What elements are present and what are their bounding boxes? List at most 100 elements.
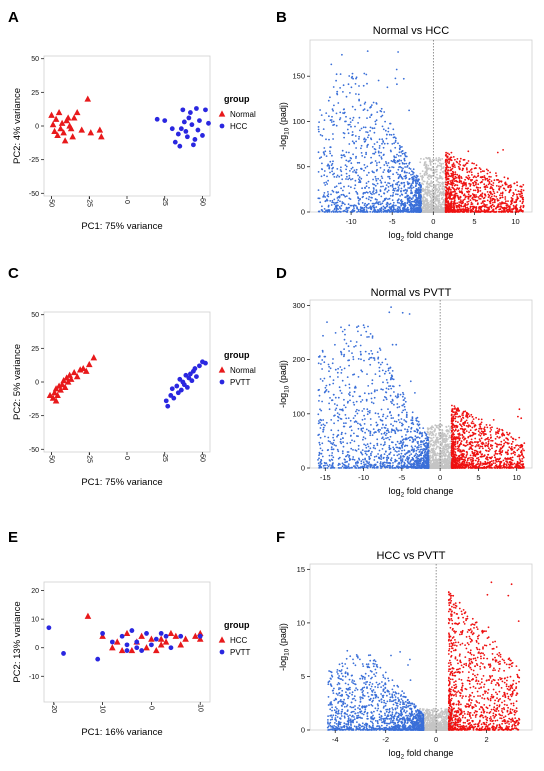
gene-point: [327, 363, 330, 366]
gene-point: [325, 138, 327, 141]
gene-point: [441, 181, 444, 184]
gene-point: [419, 172, 422, 175]
gene-point: [332, 456, 335, 459]
gene-point: [490, 206, 493, 209]
gene-point: [321, 455, 324, 458]
gene-point: [347, 463, 350, 465]
gene-point: [345, 172, 348, 175]
gene-point: [382, 141, 385, 143]
gene-point: [492, 208, 495, 211]
gene-point: [332, 120, 335, 123]
gene-point: [338, 210, 340, 213]
gene-point: [442, 162, 444, 165]
gene-point: [431, 169, 433, 172]
gene-point: [364, 437, 367, 440]
gene-point: [493, 179, 496, 182]
gene-point: [337, 367, 339, 370]
gene-point: [394, 77, 397, 80]
gene-point: [444, 448, 447, 451]
gene-point: [485, 168, 488, 171]
gene-point: [447, 166, 450, 169]
gene-point: [342, 189, 344, 192]
gene-point: [416, 175, 419, 178]
gene-point: [468, 170, 471, 173]
gene-point: [404, 192, 407, 195]
gene-point: [515, 201, 517, 203]
gene-point: [480, 206, 483, 209]
gene-point: [345, 178, 347, 180]
data-point-pvtt: [165, 403, 171, 409]
gene-point: [467, 190, 470, 193]
gene-point: [432, 441, 435, 443]
gene-point: [354, 125, 356, 128]
gene-point: [504, 198, 507, 200]
gene-point: [487, 179, 489, 182]
gene-point: [460, 202, 463, 205]
gene-point: [426, 200, 428, 203]
gene-point: [377, 203, 380, 206]
gene-point: [448, 455, 451, 458]
gene-point: [401, 395, 404, 398]
gene-point: [344, 155, 346, 158]
gene-point: [363, 206, 366, 209]
gene-point: [397, 155, 400, 157]
gene-point: [431, 459, 434, 462]
gene-point: [347, 83, 350, 86]
gene-point: [389, 149, 392, 152]
gene-point: [446, 438, 449, 440]
gene-point: [402, 203, 404, 205]
gene-point: [397, 393, 399, 396]
gene-point: [434, 209, 436, 211]
gene-point: [444, 464, 446, 466]
gene-point: [390, 206, 392, 209]
gene-point: [452, 209, 454, 211]
gene-point: [365, 191, 368, 194]
data-point-pvtt: [203, 360, 208, 366]
gene-point: [340, 187, 342, 190]
gene-point: [445, 467, 448, 469]
gene-point: [319, 443, 321, 446]
gene-point: [462, 167, 465, 170]
gene-point: [323, 361, 326, 364]
gene-point: [496, 198, 499, 200]
gene-point: [335, 444, 337, 447]
gene-point: [360, 127, 363, 130]
gene-point: [336, 168, 339, 170]
x-axis-label: PC1: 75% variance: [81, 221, 162, 232]
gene-point: [426, 192, 429, 195]
gene-point: [410, 187, 413, 190]
data-point-normal: [84, 95, 92, 102]
gene-point: [511, 211, 514, 213]
gene-point: [384, 187, 387, 190]
gene-point: [373, 396, 376, 399]
gene-point: [331, 154, 333, 157]
gene-point: [405, 155, 408, 158]
gene-point: [514, 189, 517, 191]
gene-point: [429, 190, 432, 193]
gene-point: [364, 166, 367, 169]
gene-point: [400, 159, 403, 162]
gene-point: [425, 167, 428, 170]
gene-point: [382, 171, 385, 174]
gene-point: [434, 188, 436, 191]
gene-point: [440, 165, 443, 168]
gene-point: [340, 174, 343, 177]
gene-point: [369, 363, 372, 366]
gene-point: [361, 155, 364, 157]
gene-point: [440, 163, 443, 165]
gene-point: [329, 96, 331, 99]
data-point-normal: [48, 111, 55, 118]
gene-point: [446, 181, 449, 184]
gene-point: [453, 199, 456, 202]
gene-point: [389, 394, 392, 397]
gene-point: [408, 211, 411, 213]
gene-point: [397, 206, 399, 208]
gene-point: [363, 169, 365, 172]
gene-point: [439, 172, 442, 174]
gene-point: [479, 181, 482, 184]
gene-point: [453, 188, 455, 190]
gene-point: [345, 159, 348, 162]
gene-point: [478, 209, 480, 211]
gene-point: [317, 126, 320, 128]
gene-point: [450, 175, 452, 178]
